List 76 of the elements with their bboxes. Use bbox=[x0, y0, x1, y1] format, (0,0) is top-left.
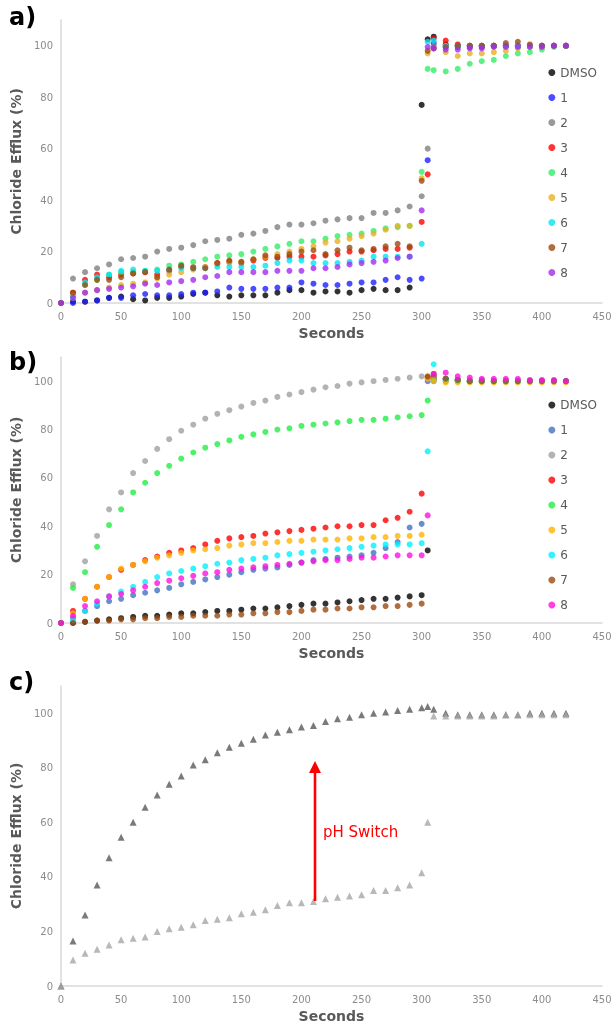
x-tick-label: 0 bbox=[57, 630, 65, 642]
x-tick-label: 300 bbox=[412, 310, 432, 322]
x-tick-label: 50 bbox=[114, 993, 128, 1005]
x-tick-label: 300 bbox=[412, 630, 432, 642]
x-tick-label: 200 bbox=[291, 993, 311, 1005]
y-tick-label: 40 bbox=[40, 194, 53, 206]
x-axis-title: Seconds bbox=[298, 645, 365, 661]
x-tick-label: 0 bbox=[57, 993, 65, 1005]
y-tick-label: 20 bbox=[40, 246, 53, 258]
y-tick-label: 20 bbox=[40, 925, 53, 937]
x-tick-label: 0 bbox=[57, 310, 65, 322]
y-axis-title: Chloride Efflux (%) bbox=[8, 88, 25, 235]
x-tick-label: 450 bbox=[592, 310, 612, 322]
y-tick-label: 100 bbox=[33, 707, 53, 719]
y-tick-label: 40 bbox=[40, 520, 53, 532]
legend-label: 8 bbox=[560, 598, 568, 612]
chart-title: b) bbox=[9, 348, 38, 376]
annotation: pH Switch bbox=[323, 823, 399, 841]
x-tick-label: 400 bbox=[532, 993, 552, 1005]
x-tick-label: 250 bbox=[352, 310, 372, 322]
legend-label: 8 bbox=[560, 265, 568, 280]
x-axis-title: Seconds bbox=[298, 1008, 365, 1024]
x-tick-label: 100 bbox=[171, 310, 191, 322]
x-tick-label: 400 bbox=[532, 310, 552, 322]
y-tick-label: 80 bbox=[40, 424, 53, 436]
legend-label: 1 bbox=[560, 90, 568, 105]
x-tick-label: 250 bbox=[352, 993, 372, 1005]
y-tick-label: 80 bbox=[40, 91, 53, 103]
x-tick-label: 50 bbox=[114, 630, 128, 642]
x-tick-label: 100 bbox=[171, 630, 191, 642]
legend-label: 6 bbox=[560, 215, 568, 230]
x-tick-label: 300 bbox=[412, 993, 432, 1005]
x-axis-title: Seconds bbox=[298, 325, 365, 341]
chart-title: c) bbox=[9, 668, 35, 696]
legend-label: 5 bbox=[560, 190, 568, 205]
x-tick-label: 350 bbox=[472, 630, 492, 642]
y-tick-label: 20 bbox=[40, 569, 53, 581]
x-tick-label: 250 bbox=[352, 630, 372, 642]
legend-label: 2 bbox=[560, 448, 568, 462]
legend-label: 2 bbox=[560, 115, 568, 130]
y-tick-label: 0 bbox=[46, 980, 53, 992]
legend-label: 7 bbox=[560, 573, 568, 587]
x-tick-label: 150 bbox=[231, 630, 251, 642]
y-axis-title: Chloride Efflux (%) bbox=[8, 416, 25, 564]
chart-title: a) bbox=[9, 3, 37, 31]
y-tick-label: 80 bbox=[40, 762, 53, 774]
x-tick-label: 150 bbox=[231, 993, 251, 1005]
legend-label: 4 bbox=[560, 498, 568, 512]
legend-label: DMSO bbox=[560, 398, 597, 412]
legend-label: 4 bbox=[560, 165, 568, 180]
x-tick-label: 150 bbox=[231, 310, 251, 322]
x-tick-label: 350 bbox=[472, 310, 492, 322]
x-tick-label: 100 bbox=[171, 993, 191, 1005]
y-tick-label: 0 bbox=[46, 297, 53, 309]
y-tick-label: 60 bbox=[40, 472, 53, 484]
y-tick-label: 0 bbox=[46, 617, 53, 629]
legend-label: 7 bbox=[560, 240, 568, 255]
x-tick-label: 200 bbox=[291, 630, 311, 642]
y-tick-label: 100 bbox=[33, 375, 53, 387]
legend-label: 6 bbox=[560, 548, 568, 562]
legend-label: DMSO bbox=[560, 65, 597, 80]
y-tick-label: 60 bbox=[40, 816, 53, 828]
legend-label: 3 bbox=[560, 473, 568, 487]
legend-label: 1 bbox=[560, 423, 568, 437]
x-tick-label: 200 bbox=[291, 310, 311, 322]
legend-label: 3 bbox=[560, 140, 568, 155]
x-tick-label: 450 bbox=[592, 993, 612, 1005]
y-tick-label: 100 bbox=[33, 40, 53, 52]
x-tick-label: 400 bbox=[532, 630, 552, 642]
y-axis-title: Chloride Efflux (%) bbox=[8, 762, 25, 910]
x-tick-label: 450 bbox=[592, 630, 612, 642]
x-tick-label: 350 bbox=[472, 993, 492, 1005]
legend-label: 5 bbox=[560, 523, 568, 537]
y-tick-label: 60 bbox=[40, 143, 53, 155]
x-tick-label: 50 bbox=[114, 310, 128, 322]
y-tick-label: 40 bbox=[40, 871, 53, 883]
